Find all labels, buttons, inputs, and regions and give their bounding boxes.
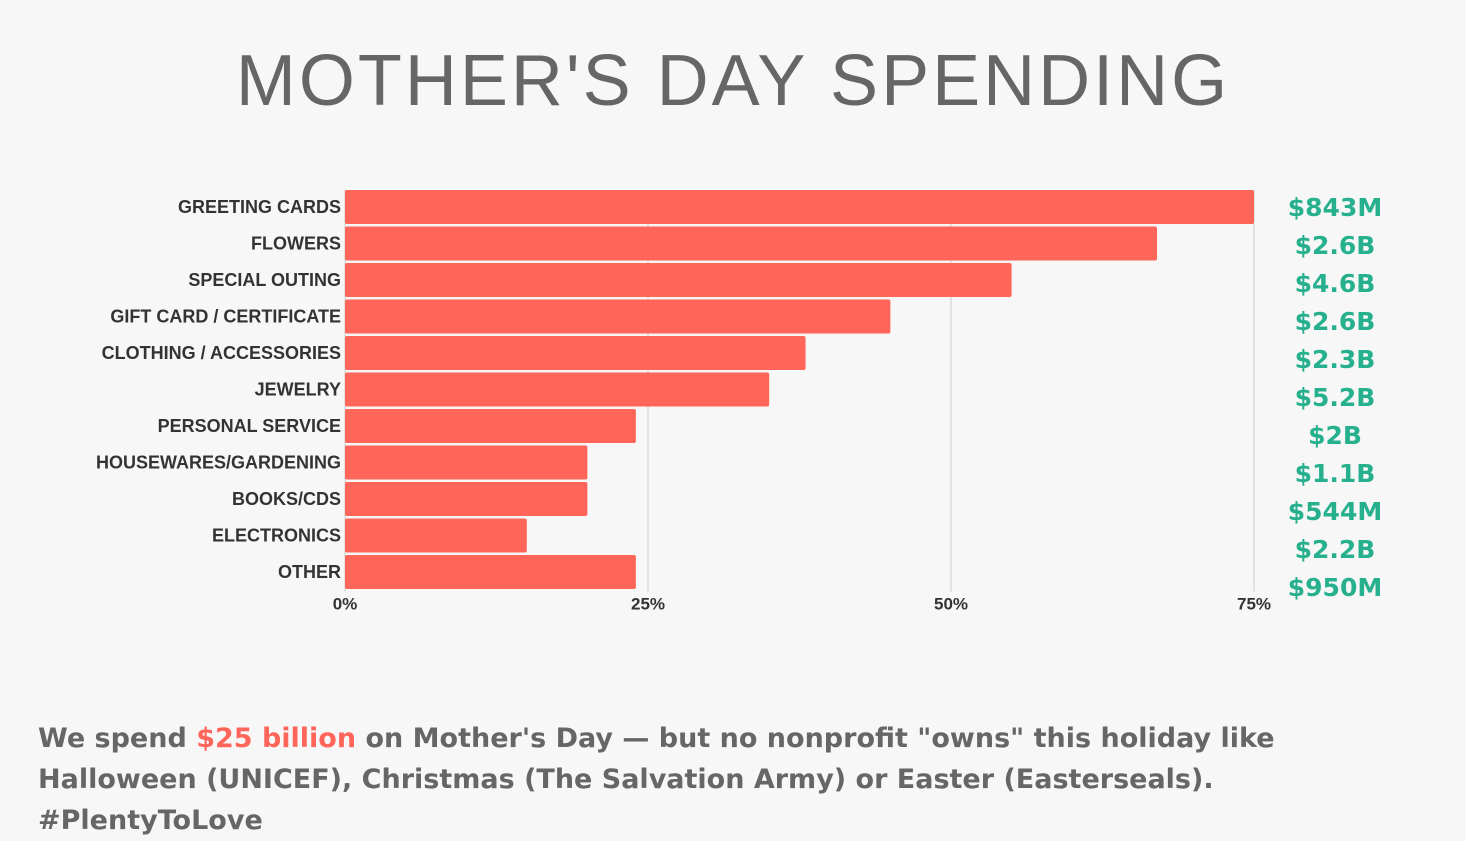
footer-text-1: We spend xyxy=(38,723,197,754)
category-label: SPECIAL OUTING xyxy=(188,270,341,290)
value-label: $5.2B xyxy=(1295,383,1376,412)
category-label: HOUSEWARES/GARDENING xyxy=(96,453,341,473)
bar xyxy=(345,518,527,553)
footer-highlight: $25 billion xyxy=(196,723,357,754)
category-label: ELECTRONICS xyxy=(212,526,341,546)
bar-chart: 0% 25% 50% 75% GREETING CARDS FLOWERS SPECIAL … xyxy=(96,190,1382,614)
bar xyxy=(345,190,1254,224)
footer-caption: We spend $25 billion on Mother's Day — b… xyxy=(38,718,1438,841)
category-label: BOOKS/CDS xyxy=(232,489,341,509)
bar xyxy=(345,226,1158,261)
value-label: $1.1B xyxy=(1295,459,1376,488)
x-tick-label: 50% xyxy=(934,595,968,614)
bar xyxy=(345,299,891,334)
category-label: GREETING CARDS xyxy=(178,197,341,217)
bar xyxy=(345,555,636,589)
bar xyxy=(345,409,636,443)
value-label: $950M xyxy=(1288,573,1382,602)
value-label: $2.2B xyxy=(1295,535,1376,564)
x-tick-label: 25% xyxy=(631,595,665,614)
bar xyxy=(345,372,770,407)
value-label: $2B xyxy=(1308,421,1362,450)
category-label: JEWELRY xyxy=(255,380,341,400)
bar xyxy=(345,445,588,480)
value-label: $2.6B xyxy=(1295,231,1376,260)
x-tick-label: 0% xyxy=(333,595,358,614)
bar xyxy=(345,336,806,370)
value-label: $2.6B xyxy=(1295,307,1376,336)
category-label: OTHER xyxy=(278,562,341,582)
value-label: $4.6B xyxy=(1295,269,1376,298)
value-label: $544M xyxy=(1288,497,1382,526)
value-label: $843M xyxy=(1288,193,1382,222)
page-title: MOTHER'S DAY SPENDING xyxy=(235,41,1231,121)
category-label: FLOWERS xyxy=(251,234,341,254)
bar xyxy=(345,482,588,516)
category-label: CLOTHING / ACCESSORIES xyxy=(102,343,341,363)
category-label: PERSONAL SERVICE xyxy=(158,416,341,436)
x-tick-label: 75% xyxy=(1237,595,1271,614)
value-label: $2.3B xyxy=(1295,345,1376,374)
category-label: GIFT CARD / CERTIFICATE xyxy=(110,307,341,327)
bar xyxy=(345,263,1012,297)
